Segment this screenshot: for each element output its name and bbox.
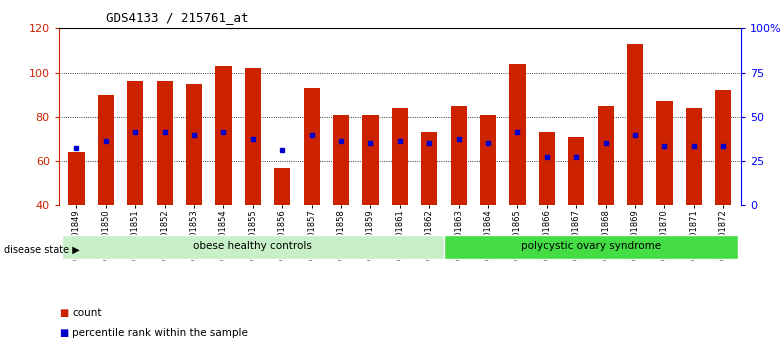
FancyBboxPatch shape (62, 235, 444, 259)
Text: percentile rank within the sample: percentile rank within the sample (72, 328, 248, 338)
Bar (539, 132, 555, 205)
Bar (303, 88, 320, 205)
Bar (362, 115, 379, 205)
Bar (157, 81, 172, 205)
Text: disease state ▶: disease state ▶ (4, 245, 80, 255)
Bar (274, 168, 290, 205)
Bar (597, 106, 614, 205)
Text: ■: ■ (59, 308, 68, 318)
Bar (686, 108, 702, 205)
Bar (127, 81, 143, 205)
Text: count: count (72, 308, 102, 318)
Bar (186, 84, 202, 205)
Bar (68, 152, 85, 205)
Bar (333, 115, 349, 205)
Bar (392, 108, 408, 205)
Bar (627, 44, 643, 205)
Bar (451, 106, 466, 205)
Bar (656, 101, 673, 205)
Bar (715, 90, 731, 205)
Bar (568, 137, 584, 205)
Bar (510, 64, 525, 205)
Bar (98, 95, 114, 205)
Bar (245, 68, 261, 205)
Text: ■: ■ (59, 328, 68, 338)
Bar (216, 66, 231, 205)
FancyBboxPatch shape (444, 235, 738, 259)
Bar (421, 132, 437, 205)
Text: obese healthy controls: obese healthy controls (194, 241, 312, 251)
Bar (480, 115, 496, 205)
Text: GDS4133 / 215761_at: GDS4133 / 215761_at (106, 11, 249, 24)
Text: polycystic ovary syndrome: polycystic ovary syndrome (521, 241, 661, 251)
